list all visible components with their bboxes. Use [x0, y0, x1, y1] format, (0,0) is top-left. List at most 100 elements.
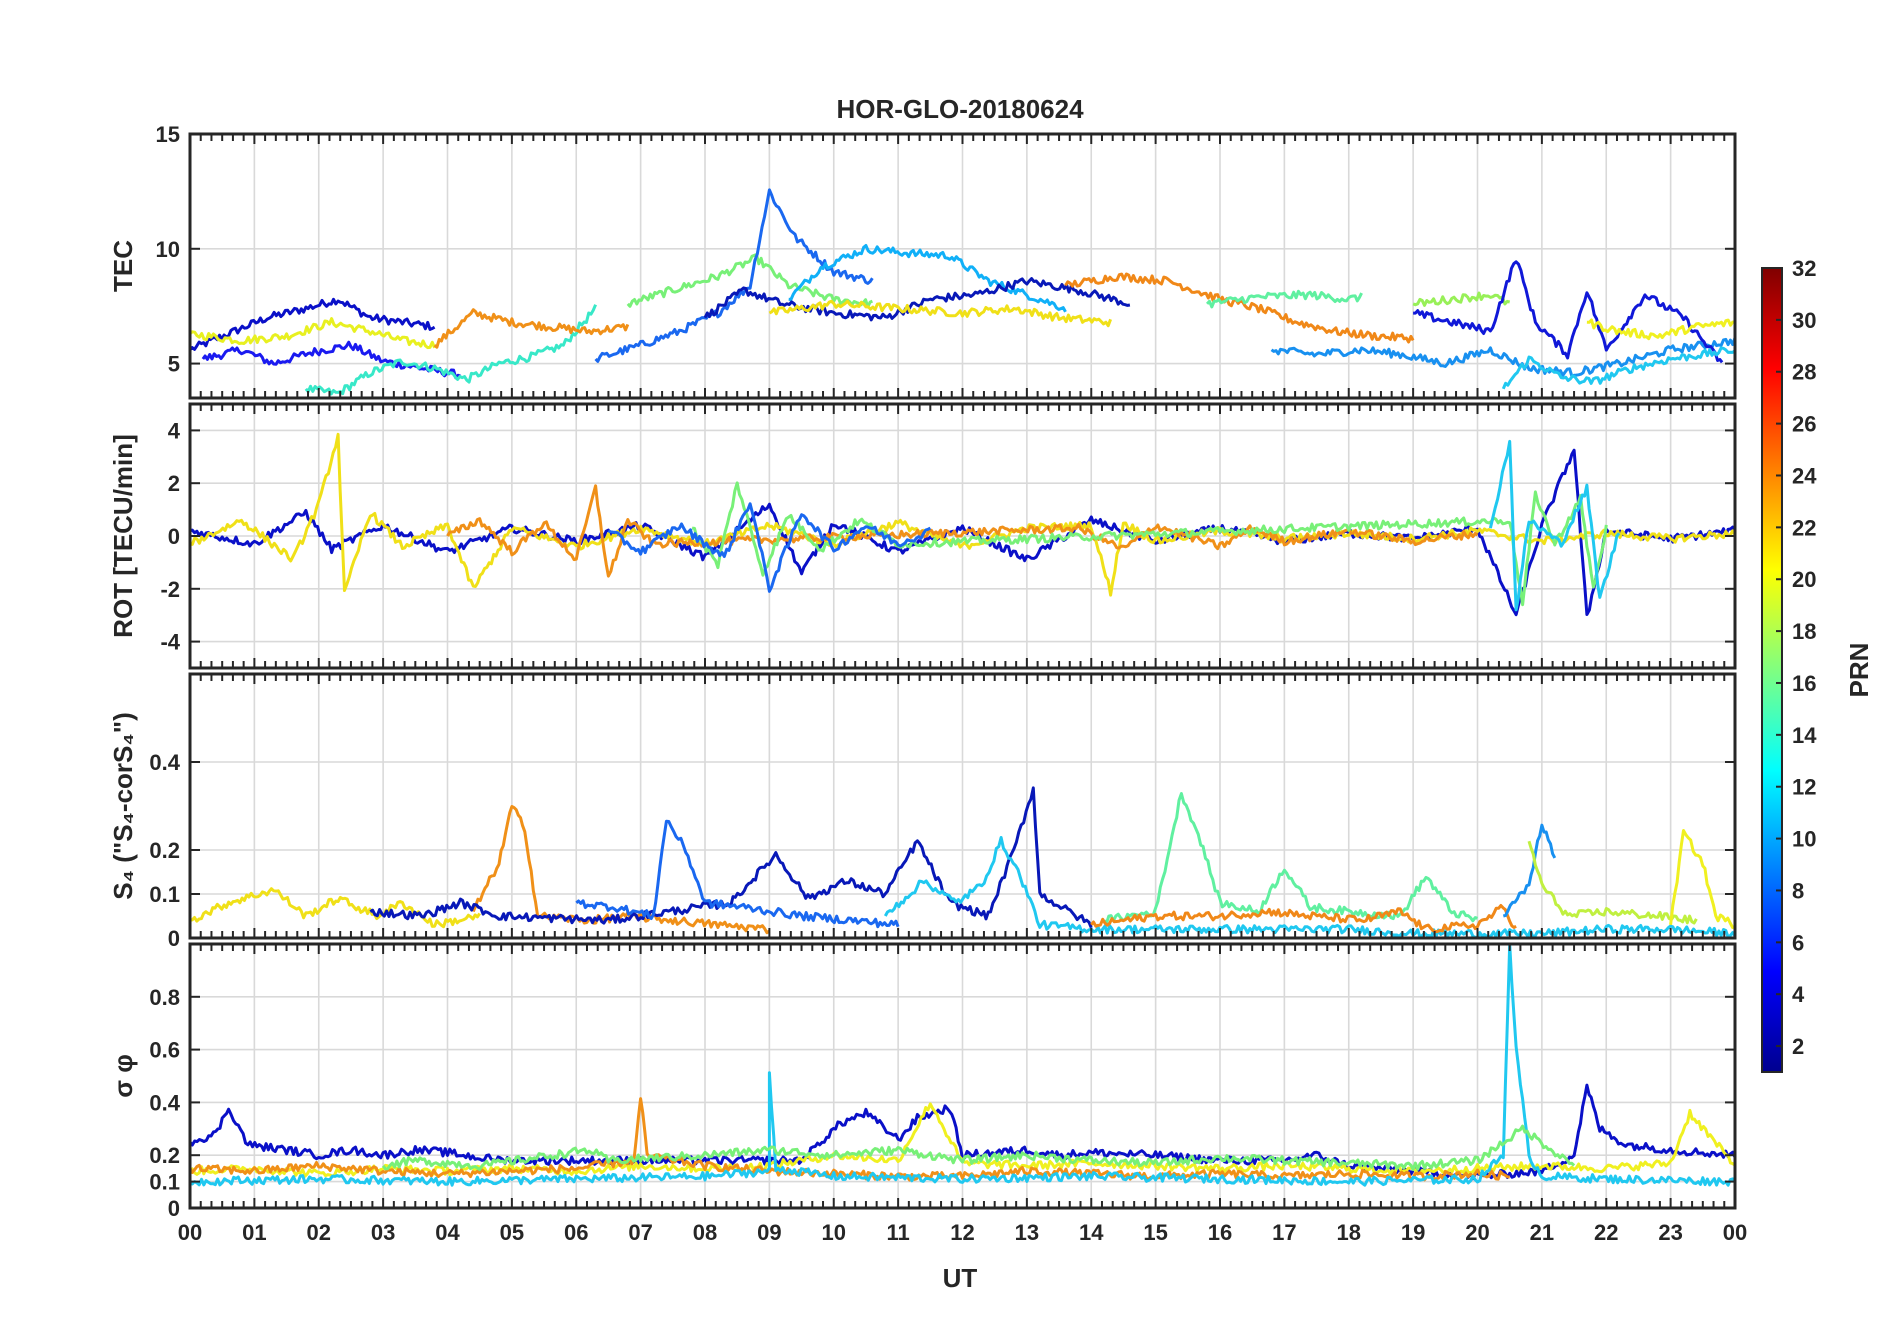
x-tick-label: 23 [1658, 1220, 1682, 1245]
colorbar-tick-label: 20 [1792, 567, 1816, 592]
colorbar-tick-label: 14 [1792, 723, 1817, 748]
series-line-prn-12 [1488, 439, 1621, 612]
y-tick-label: 15 [156, 122, 180, 147]
series-line-prn-12 [1501, 346, 1736, 390]
x-tick-label: 12 [950, 1220, 974, 1245]
series-line-prn-10 [1270, 337, 1737, 378]
x-tick-label: 22 [1594, 1220, 1618, 1245]
y-tick-label: 2 [168, 471, 180, 496]
colorbar-tick-label: 18 [1792, 619, 1816, 644]
panel-sigma: 00.10.2 0.4 0.6 0.8 σ φ [108, 942, 1737, 1221]
series-line-prn-16 [626, 253, 873, 309]
colorbar-tick-label: 16 [1792, 671, 1816, 696]
colorbar-tick-label: 30 [1792, 308, 1816, 333]
y-tick-label: 0.6 [149, 1038, 180, 1063]
x-tick-label: 15 [1143, 1220, 1167, 1245]
colorbar-tick-label: 10 [1792, 827, 1816, 852]
y-axis-title-sigma: σ φ [108, 1054, 138, 1098]
y-tick-label: 0 [168, 1196, 180, 1221]
colorbar-tick-label: 24 [1792, 463, 1817, 488]
series-line-prn-12 [883, 836, 1737, 939]
colorbar-tick-label: 2 [1792, 1034, 1804, 1059]
series-line-prn-8 [575, 819, 900, 929]
x-tick-label: 18 [1337, 1220, 1361, 1245]
panel-tec: 5 10 15 TEC [108, 122, 1737, 400]
x-tick-label: 21 [1530, 1220, 1554, 1245]
x-tick-label: 03 [371, 1220, 395, 1245]
x-tick-label: 04 [435, 1220, 460, 1245]
series-line-prn-15 [1102, 792, 1478, 925]
series-line-prn-8 [607, 502, 932, 593]
x-tick-label: 02 [307, 1220, 331, 1245]
series-line-prn-15 [1205, 289, 1363, 309]
series-line-prn-16 [381, 1124, 1576, 1171]
series-line-prn-5 [1413, 260, 1724, 364]
x-tick-label: 20 [1465, 1220, 1489, 1245]
y-tick-label: 0.2 [149, 838, 180, 863]
series-line-prn-20 [189, 432, 1737, 597]
colorbar-tick-label: 12 [1792, 775, 1816, 800]
y-tick-label: 0 [168, 926, 180, 951]
series-line-prn-4 [703, 277, 1131, 322]
panel-s4: 0 0.1 0.2 0.4 S₄ ("S₄-corS₄") [108, 672, 1737, 951]
y-tick-label: 0.1 [149, 1170, 180, 1195]
colorbar-tick-label: 4 [1792, 982, 1805, 1007]
x-tick-label: 19 [1401, 1220, 1425, 1245]
x-tick-label: 01 [242, 1220, 266, 1245]
series-line-prn-18 [1527, 840, 1698, 925]
y-axis-title-s4: S₄ ("S₄-corS₄") [108, 712, 138, 900]
series-line-prn-20 [768, 299, 1113, 328]
colorbar-title: PRN [1844, 643, 1874, 698]
panel-rot: -4 -2 0 2 4 ROT [TECU/min] [108, 402, 1737, 670]
series-line-prn-21 [1586, 318, 1736, 341]
x-tick-label: 10 [822, 1220, 846, 1245]
y-tick-label: 4 [168, 418, 181, 443]
series-line-prn-8 [594, 188, 874, 363]
x-tick-label: 16 [1208, 1220, 1232, 1245]
colorbar-tick-label: 28 [1792, 360, 1816, 385]
x-axis-title: UT [943, 1263, 978, 1293]
series-line-prn-23 [1064, 272, 1415, 344]
series-line-prn-11 [788, 244, 1067, 313]
y-tick-label: 5 [168, 352, 180, 377]
series-line-prn-24 [433, 308, 630, 349]
y-axis-title-tec: TEC [108, 240, 138, 292]
y-tick-label: -4 [160, 630, 180, 655]
x-tick-label: 07 [628, 1220, 652, 1245]
series-line-prn-13 [304, 304, 597, 396]
colorbar-tick-label: 6 [1792, 930, 1804, 955]
x-tick-label: 00 [1723, 1220, 1747, 1245]
x-tick-label: 06 [564, 1220, 588, 1245]
y-tick-label: 0.4 [149, 1090, 180, 1115]
x-tick-label: 05 [500, 1220, 524, 1245]
series-line-prn-24 [188, 1097, 1510, 1182]
x-tick-label: 00 [178, 1220, 202, 1245]
x-tick-label: 11 [886, 1220, 909, 1245]
series-line-prn-16 [691, 481, 1608, 607]
series-line-prn-2 [188, 297, 436, 351]
series-line-prn-17 [1412, 291, 1511, 307]
colorbar-tick-label: 32 [1792, 256, 1816, 281]
colorbar-tick-label: 22 [1792, 515, 1816, 540]
series-line-prn-20 [189, 887, 481, 929]
series-line-prn-21 [1669, 829, 1736, 929]
y-tick-label: -2 [160, 577, 180, 602]
y-tick-label: 0.4 [149, 750, 180, 775]
x-tick-label: 09 [757, 1220, 781, 1245]
y-tick-label: 0 [168, 524, 180, 549]
x-tick-labels: 00 01 02 03 04 05 06 07 08 09 10 11 12 13 14 15 16 17 18 19… [178, 1220, 1747, 1245]
x-tick-label: 13 [1015, 1220, 1039, 1245]
series-line-prn-24 [471, 805, 771, 935]
y-tick-label: 0.1 [149, 882, 180, 907]
chart-title: HOR-GLO-20180624 [836, 94, 1084, 124]
x-tick-label: 17 [1272, 1220, 1296, 1245]
y-tick-label: 0.8 [149, 985, 180, 1010]
series-line-prn-24 [446, 484, 1479, 578]
series-line-prn-19 [189, 317, 436, 350]
series-line-prn-3 [201, 340, 461, 380]
series-line-prn-12 [188, 942, 1737, 1187]
